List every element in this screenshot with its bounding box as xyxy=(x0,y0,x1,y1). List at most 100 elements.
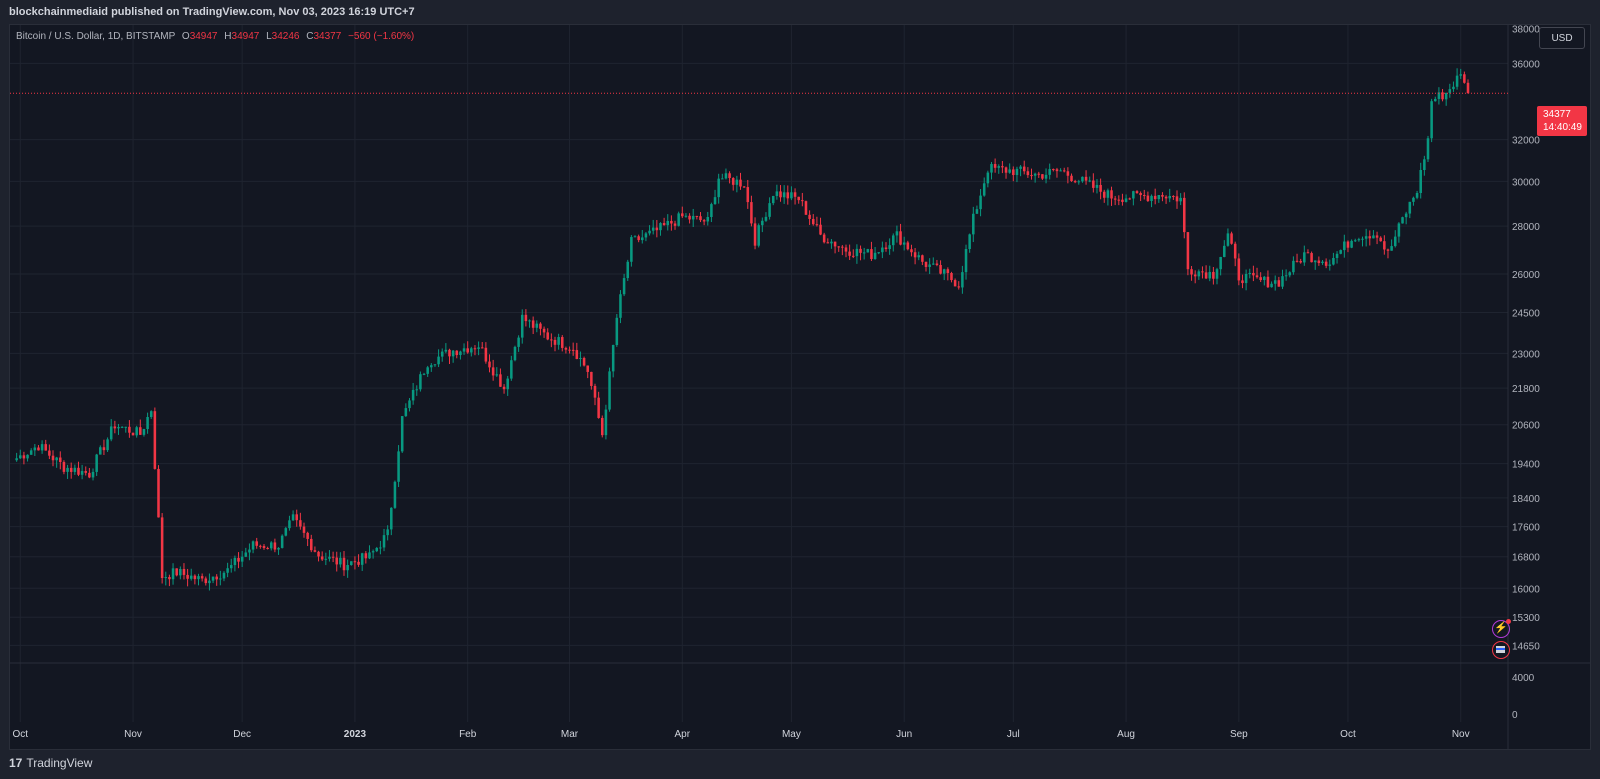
candle-body xyxy=(910,249,913,253)
candle-body xyxy=(15,458,18,461)
candle-body xyxy=(677,213,680,226)
candle-body xyxy=(1012,169,1015,176)
low-label: L xyxy=(266,31,272,42)
y-tick-label: 18400 xyxy=(1512,494,1540,505)
y-tick-label: 23000 xyxy=(1512,349,1540,360)
change-value: −560 (−1.60%) xyxy=(348,31,415,42)
candle-body xyxy=(1430,101,1433,139)
candle-body xyxy=(1128,198,1131,200)
candle-body xyxy=(721,178,724,180)
lightning-icon[interactable]: ⚡ xyxy=(1492,619,1511,638)
candle-body xyxy=(495,374,499,376)
candle-body xyxy=(1364,236,1368,239)
candle-body xyxy=(684,215,688,217)
candle-body xyxy=(1059,170,1062,172)
candle-body xyxy=(728,173,731,179)
x-tick-label: Jun xyxy=(896,729,912,740)
candle-body xyxy=(1157,194,1161,200)
symbol-name[interactable]: Bitcoin / U.S. Dollar, 1D, BITSTAMP xyxy=(16,31,176,42)
y-tick-label: 36000 xyxy=(1512,59,1540,70)
candle-body xyxy=(1066,171,1070,176)
candle-body xyxy=(633,236,637,238)
tradingview-brand[interactable]: TradingView xyxy=(26,756,93,770)
candle-body xyxy=(48,450,51,456)
candle-body xyxy=(1426,138,1430,160)
candle-body xyxy=(222,572,226,579)
y-tick-label: 16800 xyxy=(1512,553,1540,564)
candle-body xyxy=(797,196,800,201)
candle-body xyxy=(975,209,979,214)
y-tick-label: 20600 xyxy=(1512,421,1540,432)
candle-body xyxy=(1070,175,1073,182)
candle-body xyxy=(1150,195,1153,201)
candle-body xyxy=(1277,280,1281,287)
candle-body xyxy=(106,439,109,451)
candle-body xyxy=(1037,173,1041,175)
candle-body xyxy=(844,247,848,252)
currency-button[interactable]: USD xyxy=(1539,27,1585,49)
candle-body xyxy=(1463,74,1466,83)
candle-body xyxy=(833,241,837,247)
candle-body xyxy=(1084,176,1088,181)
candle-body xyxy=(866,249,870,253)
candle-body xyxy=(746,187,750,203)
candle-body xyxy=(142,429,146,435)
candle-body xyxy=(26,454,29,459)
candle-body xyxy=(259,545,262,547)
candle-body xyxy=(175,568,178,576)
candle-body xyxy=(1248,272,1252,274)
candle-body xyxy=(66,467,69,472)
candle-body xyxy=(1292,260,1295,273)
candle-body xyxy=(568,349,571,351)
candle-body xyxy=(128,426,131,433)
candle-body xyxy=(1204,272,1208,279)
candle-body xyxy=(390,507,393,530)
candle-body xyxy=(371,551,375,553)
candle-body xyxy=(961,272,964,288)
candle-body xyxy=(1044,174,1048,179)
candle-body xyxy=(771,195,775,204)
tradingview-logo-icon[interactable]: 17 xyxy=(9,756,23,770)
candle-body xyxy=(364,553,368,559)
candle-body xyxy=(710,204,713,218)
candle-body xyxy=(466,348,469,353)
candle-body xyxy=(328,556,331,559)
candle-body xyxy=(117,427,120,429)
x-tick-label: May xyxy=(782,729,801,740)
candle-body xyxy=(673,223,677,226)
y-tick-label: 38000 xyxy=(1512,24,1540,35)
candle-body xyxy=(269,542,273,549)
candle-body xyxy=(215,576,218,580)
candle-body xyxy=(1215,269,1219,279)
candle-body xyxy=(157,468,160,518)
candle-body xyxy=(1270,283,1273,288)
candle-body xyxy=(37,447,40,451)
candle-body xyxy=(819,224,822,235)
candle-body xyxy=(724,173,728,179)
candle-body xyxy=(433,364,437,366)
candle-body xyxy=(946,269,950,274)
candle-body xyxy=(1401,217,1404,224)
candle-body xyxy=(1466,82,1470,94)
candle-body xyxy=(408,400,411,409)
candle-body xyxy=(1073,181,1077,183)
candle-body xyxy=(171,568,175,580)
candle-body xyxy=(1419,170,1422,193)
notification-dot xyxy=(1506,619,1511,624)
candle-body xyxy=(564,347,568,350)
top-bar: blockchainmediaid published on TradingVi… xyxy=(0,0,1600,24)
chart-area[interactable] xyxy=(9,24,1591,750)
candle-body xyxy=(662,223,666,226)
candle-body xyxy=(1368,236,1372,239)
candle-body xyxy=(1383,241,1386,250)
candle-body xyxy=(277,547,280,550)
candle-body xyxy=(411,389,415,401)
x-tick-label: Jul xyxy=(1007,729,1020,740)
candle-body xyxy=(1230,233,1233,244)
us-flag-icon[interactable] xyxy=(1492,641,1510,659)
candle-body xyxy=(193,575,197,580)
candle-body xyxy=(1433,98,1437,102)
candle-body xyxy=(266,548,269,550)
candle-body xyxy=(1041,174,1044,179)
